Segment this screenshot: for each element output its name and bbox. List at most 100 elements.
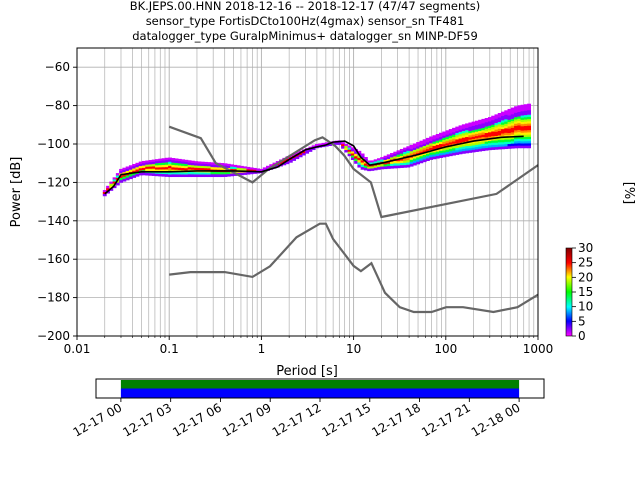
psd-cell xyxy=(484,128,489,132)
psd-cell xyxy=(311,145,316,148)
psd-cell xyxy=(187,171,192,175)
psd-cell xyxy=(455,141,460,145)
psd-cell xyxy=(282,160,287,163)
psd-cell xyxy=(527,134,531,138)
psd-cell xyxy=(217,172,221,175)
psd-cell xyxy=(465,123,469,127)
psd-cell xyxy=(138,163,143,167)
psd-cell xyxy=(233,164,238,168)
psd-cell xyxy=(344,150,349,153)
psd-cell xyxy=(491,142,496,146)
psd-cell xyxy=(207,168,212,171)
psd-cell xyxy=(252,171,257,174)
psd-cell xyxy=(135,167,140,170)
psd-cell xyxy=(452,127,456,131)
psd-cell xyxy=(487,132,492,135)
psd-cell xyxy=(148,168,153,172)
psd-cell xyxy=(259,168,264,172)
chart-title: BK.JEPS.00.HNN 2018-12-16 -- 2018-12-17 … xyxy=(130,0,481,43)
psd-cell xyxy=(497,122,502,125)
psd-cell xyxy=(523,130,528,133)
psd-cell xyxy=(439,150,443,154)
psd-cell xyxy=(200,174,205,178)
psd-cell xyxy=(481,146,486,149)
psd-cell xyxy=(504,128,509,131)
psd-cell xyxy=(523,141,528,144)
psd-cell xyxy=(412,143,417,147)
psd-cell xyxy=(158,173,163,177)
y-tick-label: −60 xyxy=(45,60,70,74)
psd-cell xyxy=(494,131,499,135)
psd-cell xyxy=(354,151,359,155)
psd-cell xyxy=(416,146,421,150)
psd-cell xyxy=(138,161,143,165)
psd-cell xyxy=(200,172,205,175)
plot-area: 0.01 0.1 1 10 100 1000 −60 −80 −100 −120 −140 −160… xyxy=(37,47,553,356)
psd-cell xyxy=(128,176,133,180)
psd-cell xyxy=(399,160,404,164)
psd-cell xyxy=(145,164,150,168)
psd-cell xyxy=(491,133,496,137)
psd-cell xyxy=(491,138,496,141)
psd-cell xyxy=(403,147,407,151)
psd-cell xyxy=(145,162,150,166)
psd-cell xyxy=(177,163,182,166)
psd-cell xyxy=(321,142,326,146)
psd-cell xyxy=(478,124,483,127)
psd-cell xyxy=(432,135,437,138)
psd-cell xyxy=(481,143,486,147)
psd-cell xyxy=(233,166,238,170)
psd-cell xyxy=(471,141,476,144)
psd-cell xyxy=(425,153,430,157)
y-axis-ticks: −60 −80 −100 −120 −140 −160 −180 −200 xyxy=(37,60,77,343)
psd-cell xyxy=(406,150,411,154)
psd-cell xyxy=(390,153,394,156)
psd-cell xyxy=(484,139,489,143)
psd-cell xyxy=(347,153,352,157)
psd-cell xyxy=(204,166,208,169)
psd-cell xyxy=(497,142,502,145)
psd-cell xyxy=(523,139,528,142)
psd-cell xyxy=(396,150,401,153)
psd-cell xyxy=(445,141,450,144)
psd-cell xyxy=(357,162,362,166)
psd-cell xyxy=(347,145,352,149)
psd-cell xyxy=(481,125,486,129)
psd-cell xyxy=(187,174,192,178)
psd-cell xyxy=(334,142,339,145)
psd-cell xyxy=(484,117,489,121)
psd-cell xyxy=(109,181,114,185)
psd-cell xyxy=(507,108,512,112)
psd-cell xyxy=(474,149,479,152)
psd-cell xyxy=(455,152,460,155)
psd-cell xyxy=(409,164,414,167)
psd-cell xyxy=(112,181,117,184)
psd-cell xyxy=(514,128,518,131)
psd-cell xyxy=(471,130,476,133)
psd-cell xyxy=(514,145,518,149)
psd-cell xyxy=(429,143,434,147)
psd-cell xyxy=(527,112,531,116)
psd-cell xyxy=(445,132,450,136)
psd-cell xyxy=(425,158,430,162)
psd-cell xyxy=(474,133,479,137)
psd-cell xyxy=(429,147,434,151)
psd-cell xyxy=(344,145,349,149)
psd-cell xyxy=(177,161,182,164)
y-tick-label: −140 xyxy=(37,214,70,228)
psd-cell xyxy=(481,141,486,145)
psd-cell xyxy=(439,144,443,147)
psd-cell xyxy=(197,163,202,167)
psd-cell xyxy=(523,104,528,107)
psd-cell xyxy=(190,172,195,175)
psd-cell xyxy=(236,167,241,171)
psd-cell xyxy=(106,188,110,192)
psd-cell xyxy=(491,126,496,130)
psd-cell xyxy=(439,137,443,140)
psd-cell xyxy=(158,171,163,175)
psd-cell xyxy=(380,166,385,170)
psd-cell xyxy=(491,115,496,119)
psd-cell xyxy=(507,113,512,116)
psd-cell xyxy=(517,105,522,108)
psd-cell xyxy=(184,168,189,171)
